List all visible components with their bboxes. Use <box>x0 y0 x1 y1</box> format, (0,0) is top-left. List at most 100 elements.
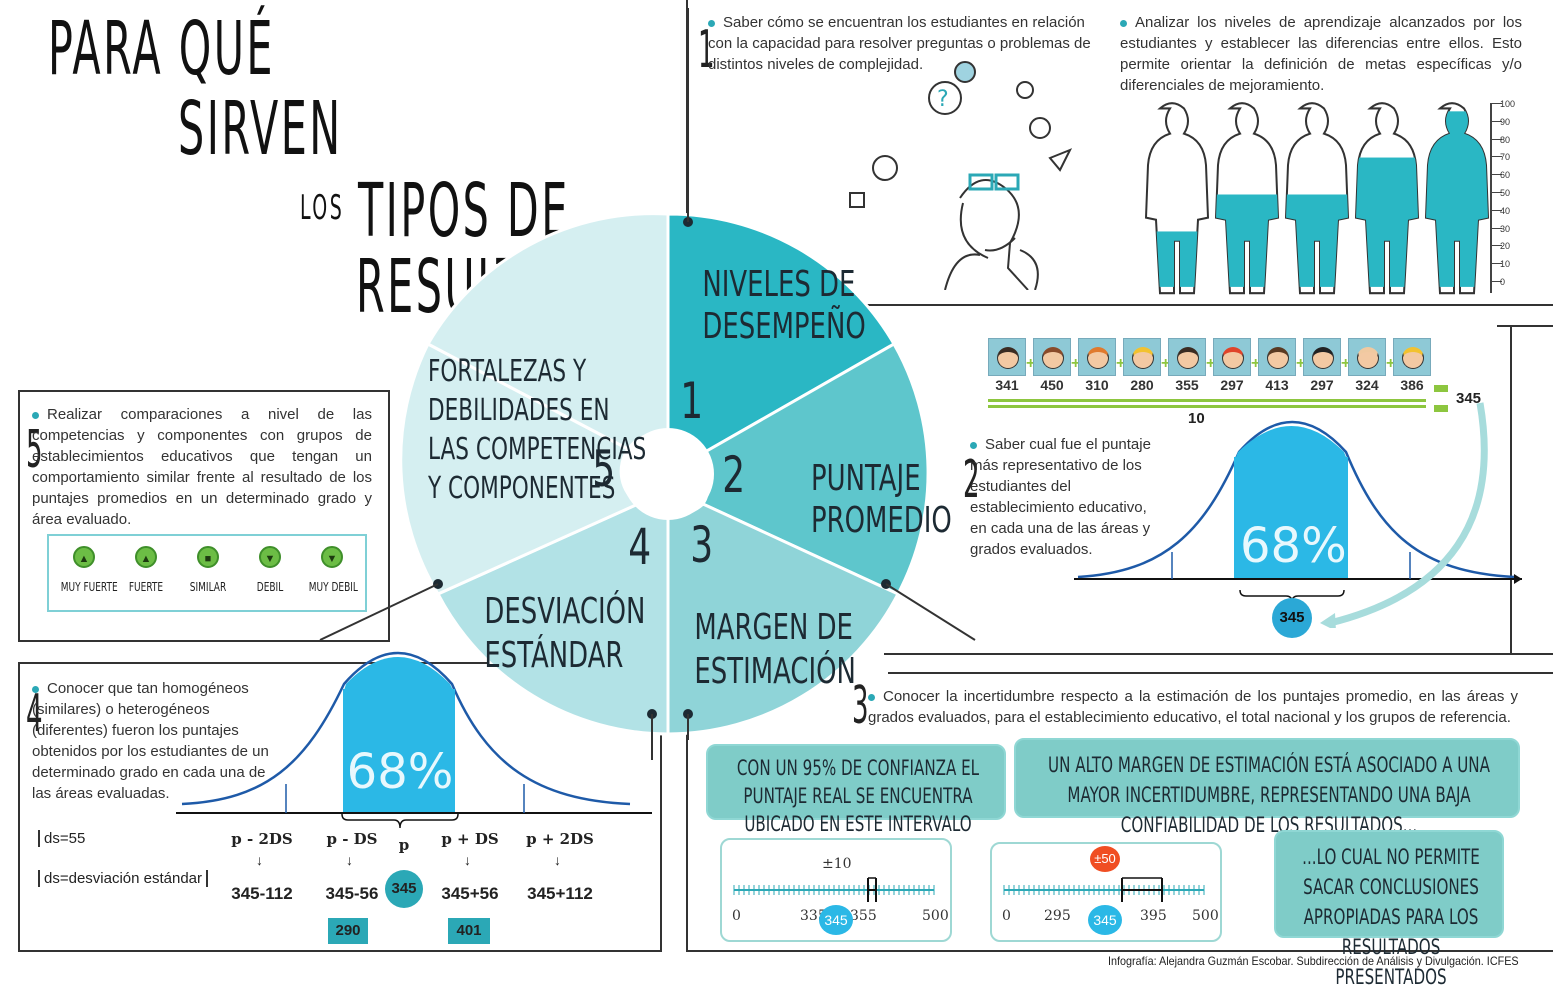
bullet-icon <box>32 685 39 693</box>
mean-circle-std: 345 <box>385 870 423 908</box>
bullet-icon <box>32 411 39 419</box>
bell-percent-68: 68% <box>1240 518 1347 574</box>
student-face: 297 <box>1213 338 1251 393</box>
std-label: p + 2DS <box>526 830 594 848</box>
ds-value: ds=55 <box>38 830 85 847</box>
scale-1-center: 345 <box>819 905 853 935</box>
bullet-icon <box>708 19 715 27</box>
scale-1-max: 500 <box>922 908 949 924</box>
wheel-num-3: 3 <box>690 516 714 574</box>
bell-curve-std <box>176 651 652 814</box>
confidence-bubble-text: CON UN 95% DE CONFIANZA EL PUNTAJE REAL … <box>736 756 980 836</box>
section-5-desc: Realizar comparaciones a nivel de las co… <box>32 406 372 528</box>
seg4-line2: ESTÁNDAR <box>484 635 624 676</box>
legend-label: FUERTE <box>128 580 164 594</box>
wheel-num-5: 5 <box>592 440 616 498</box>
section-1-number: 1 <box>698 20 715 80</box>
seg5-line2: DEBILIDADES EN <box>428 393 610 428</box>
section-2-left-border <box>1510 325 1512 655</box>
section-5-number: 5 <box>26 420 43 480</box>
student-face: 310 <box>1078 338 1116 393</box>
section-4-text: Conocer que tan homogéneos (similares) o… <box>32 678 288 804</box>
wheel-label-2: PUNTAJE PROMEDIO <box>811 458 952 542</box>
title-line-2: SIRVEN <box>178 86 343 172</box>
seg5-line1: FORTALEZAS Y <box>428 354 587 389</box>
plus-icon: + <box>1296 355 1306 372</box>
down-arrow-icon: ↓ <box>554 852 561 868</box>
plus-icon: + <box>1161 355 1171 372</box>
legend-label: DEBIL <box>256 580 284 594</box>
student-score: 324 <box>1355 377 1379 393</box>
std-high-result: 401 <box>448 918 490 944</box>
scale-2-max: 500 <box>1192 908 1219 924</box>
scale-1-panel <box>720 838 952 942</box>
sum-underline-2 <box>988 405 1426 408</box>
down-arrow-icon: ↓ <box>256 852 263 868</box>
section-3-number: 3 <box>852 676 869 736</box>
section-2-desc: Saber cual fue el puntaje más representa… <box>970 436 1151 558</box>
bullet-icon <box>970 441 977 449</box>
title-line-3-small: LOS <box>300 188 345 228</box>
legend-item: ▲ MUY FUERTE <box>53 546 118 594</box>
scale-2-high: 395 <box>1140 908 1167 924</box>
plus-icon: + <box>1071 355 1081 372</box>
scale-1-high: 355 <box>850 908 877 924</box>
student-score: 297 <box>1220 377 1244 393</box>
section-3-text: Conocer la incertidumbre respecto a la e… <box>868 686 1518 728</box>
student-count: 10 <box>1188 410 1205 427</box>
std-label: p - 2DS <box>231 830 293 848</box>
wheel-label-4: DESVIACIÓN ESTÁNDAR <box>484 590 645 678</box>
conclusion-bubble: ...LO CUAL NO PERMITE SACAR CONCLUSIONES… <box>1274 830 1504 989</box>
scale-1-min: 0 <box>732 908 741 924</box>
section-2-number: 2 <box>963 450 980 510</box>
std-value: 345-56 <box>325 884 379 903</box>
student-face: 280 <box>1123 338 1161 393</box>
equals-icon <box>1434 385 1448 392</box>
student-score: 450 <box>1040 377 1064 393</box>
seg2-line2: PROMEDIO <box>811 500 952 541</box>
wheel-num-4: 4 <box>628 518 652 576</box>
seg3-line1: MARGEN DE <box>694 607 853 648</box>
student-silhouettes-chart <box>1144 102 1490 295</box>
sum-underline <box>988 399 1426 402</box>
wheel-label-5: FORTALEZAS Y DEBILIDADES EN LAS COMPETEN… <box>428 352 646 508</box>
section-4-desc: Conocer que tan homogéneos (similares) o… <box>32 680 269 802</box>
plus-icon: + <box>1251 355 1261 372</box>
results-wheel <box>399 212 930 736</box>
equals-icon-2 <box>1434 405 1448 412</box>
seg1-line2: DESEMPEÑO <box>702 306 866 347</box>
section-2-top-border <box>1497 325 1553 327</box>
credit: Infografía: Alejandra Guzmán Escobar. Su… <box>1108 954 1519 968</box>
student-score: 386 <box>1400 377 1424 393</box>
student-face: 413 <box>1258 338 1296 393</box>
plus-icon: + <box>1341 355 1351 372</box>
legend-circle-icon: ▼ <box>259 546 281 568</box>
section-3-desc: Conocer la incertidumbre respecto a la e… <box>868 688 1518 726</box>
down-arrow-icon: ↓ <box>346 852 353 868</box>
thinking-student-illustration: ? <box>849 61 1073 290</box>
wheel-label-3: MARGEN DE ESTIMACIÓN <box>694 606 855 694</box>
legend-label: MUY DEBIL <box>308 580 358 594</box>
student-face: 355 <box>1168 338 1206 393</box>
margin-scale-1 <box>733 877 935 902</box>
title-line-1: PARA QUÉ <box>48 6 275 92</box>
student-face: 386 <box>1393 338 1431 393</box>
down-arrow-icon: ↓ <box>464 852 471 868</box>
std-label: p <box>398 836 410 854</box>
section-1-text-b: Analizar los niveles de aprendizaje alca… <box>1120 12 1522 96</box>
wheel-label-1: NIVELES DE DESEMPEÑO <box>702 264 866 348</box>
plus-icon: + <box>1206 355 1216 372</box>
seg1-line1: NIVELES DE <box>702 264 856 305</box>
section-2-panel <box>884 325 1553 655</box>
wheel-num-2: 2 <box>722 446 746 504</box>
percent-scale: 100 90 80 70 60 50 40 30 20 10 0 <box>1490 100 1532 293</box>
title-line-3: TIPOS DE <box>358 168 570 254</box>
std-low-result: 290 <box>328 918 368 944</box>
legend-label: SIMILAR <box>189 580 227 594</box>
student-score: 413 <box>1265 377 1289 393</box>
scale-1-margin: ±10 <box>822 856 852 872</box>
student-score: 341 <box>995 377 1019 393</box>
wheel-num-1: 1 <box>680 372 704 430</box>
plus-icon: + <box>1026 355 1036 372</box>
legend-circle-icon: ▼ <box>321 546 343 568</box>
